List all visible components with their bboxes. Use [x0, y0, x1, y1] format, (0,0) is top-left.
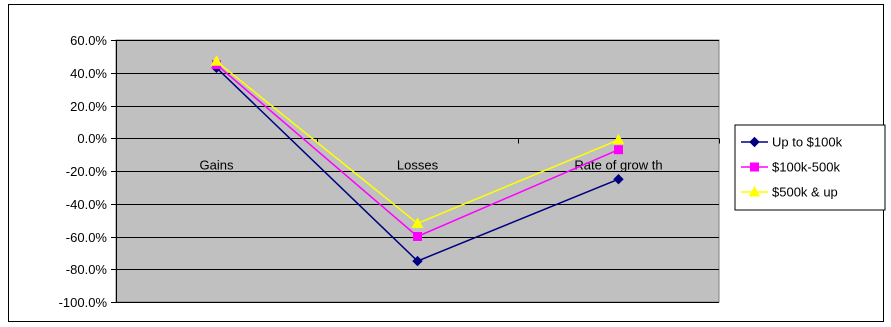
data-point — [210, 55, 223, 66]
data-point — [613, 173, 624, 185]
legend-item: $500k & up — [741, 185, 838, 200]
x-category-label: Rate of grow th — [574, 158, 662, 173]
y-tick-label: 60.0% — [70, 33, 107, 48]
y-tick-label: -80.0% — [66, 262, 108, 277]
y-tick-label: 20.0% — [70, 99, 107, 114]
y-axis: 60.0% 40.0% 20.0% 0.0% -20.0% -40.0% -60.0% -80… — [59, 33, 117, 310]
legend: Up to $100k $100k-500k $500k & up — [734, 124, 886, 211]
x-category-label: Gains — [200, 158, 234, 173]
data-point — [749, 136, 760, 148]
y-tick-label: -100.0% — [59, 295, 108, 310]
series-group — [210, 55, 625, 267]
data-point — [411, 217, 424, 228]
legend-label: Up to $100k — [772, 135, 843, 150]
data-point — [412, 255, 423, 267]
legend-item: Up to $100k — [741, 135, 843, 150]
legend-label: $500k & up — [772, 185, 838, 200]
data-point — [750, 162, 759, 172]
data-point — [413, 232, 422, 241]
y-tick-label: 40.0% — [70, 66, 107, 81]
y-tick-label: -20.0% — [66, 164, 108, 179]
series — [210, 55, 625, 228]
x-category-label: Losses — [397, 158, 439, 173]
y-tick-label: -60.0% — [66, 230, 108, 245]
data-point — [612, 133, 625, 145]
data-point — [748, 185, 761, 197]
y-tick-label: 0.0% — [77, 131, 107, 146]
y-tick-label: -40.0% — [66, 197, 108, 212]
data-point — [614, 145, 623, 155]
legend-item: $100k-500k — [741, 160, 840, 175]
legend-label: $100k-500k — [772, 160, 840, 175]
